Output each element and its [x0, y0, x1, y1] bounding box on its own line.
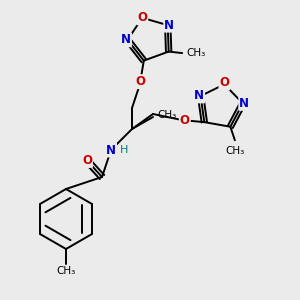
Text: N: N [121, 33, 131, 46]
Text: CH₃: CH₃ [187, 48, 206, 58]
Text: O: O [136, 75, 146, 88]
Text: N: N [194, 89, 204, 102]
Text: N: N [164, 19, 174, 32]
Text: CH₃: CH₃ [225, 146, 244, 156]
Text: O: O [180, 114, 190, 127]
Text: O: O [219, 76, 230, 89]
Text: O: O [82, 154, 92, 167]
Text: N: N [239, 97, 249, 110]
Text: CH₃: CH₃ [158, 110, 177, 121]
Text: CH₃: CH₃ [56, 266, 76, 275]
Text: H: H [120, 145, 128, 155]
Text: N: N [106, 143, 116, 157]
Text: O: O [137, 11, 147, 24]
